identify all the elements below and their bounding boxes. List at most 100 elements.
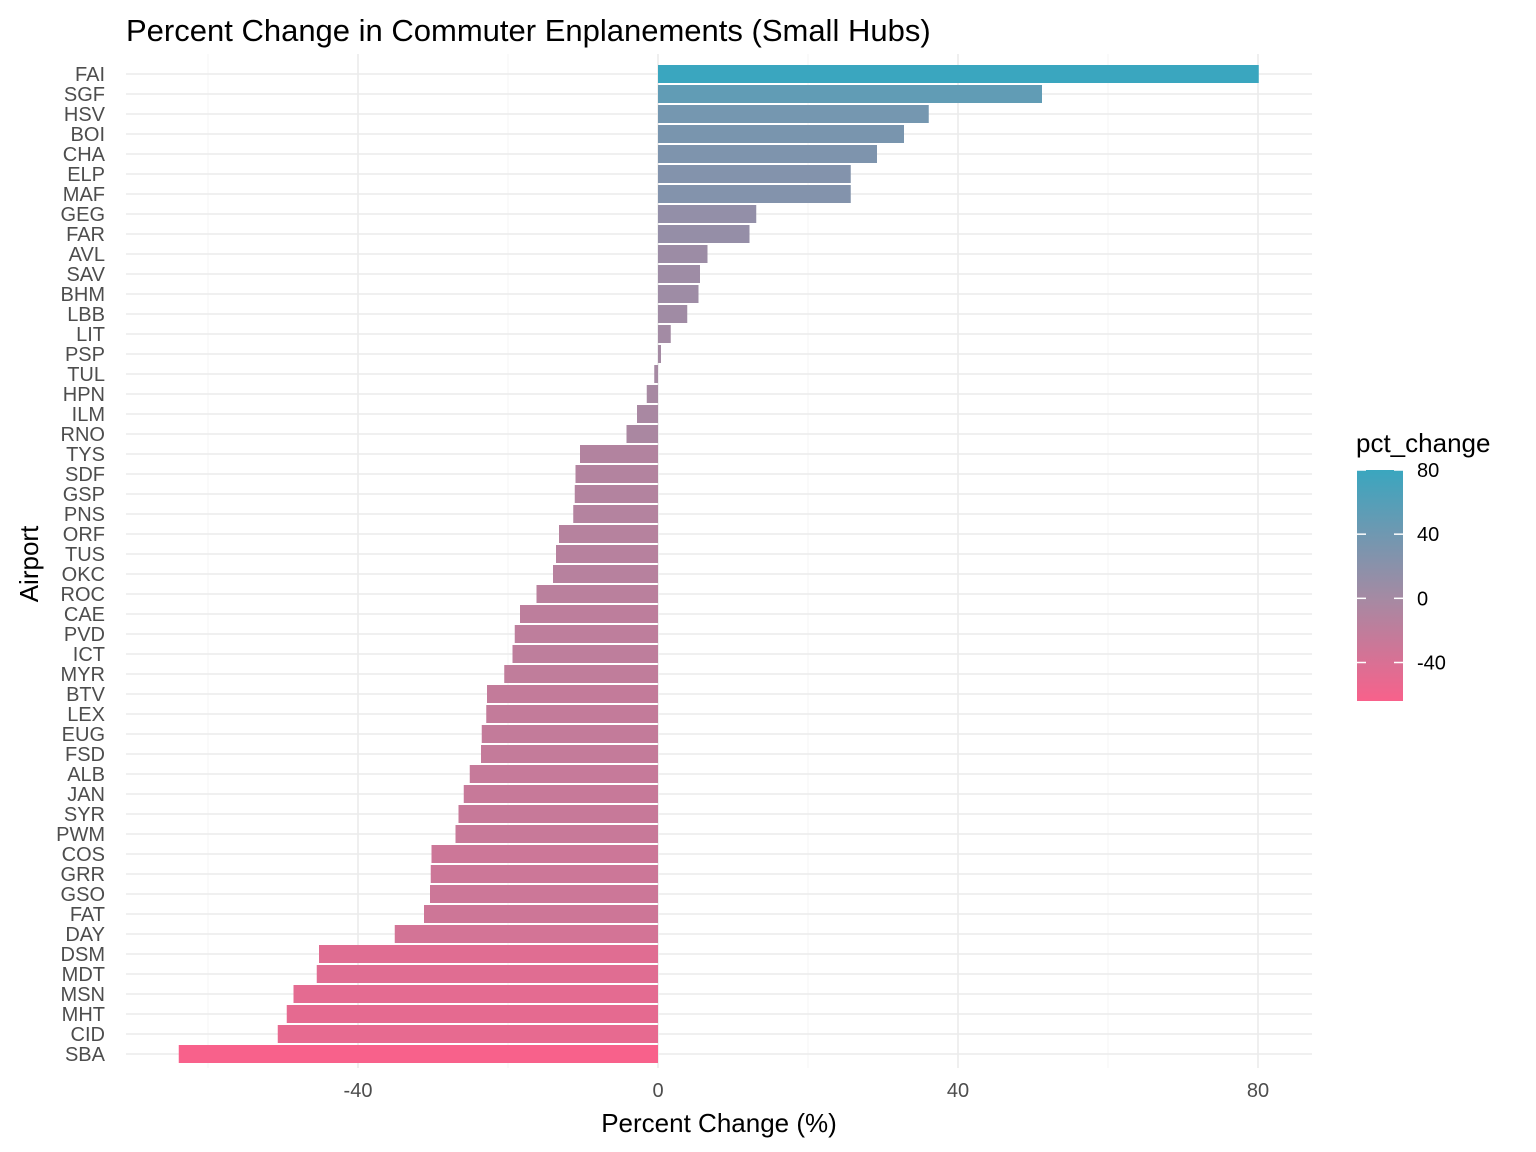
bar-cha bbox=[658, 145, 877, 163]
y-tick-label: HSV bbox=[64, 104, 106, 126]
bar-grr bbox=[430, 865, 658, 883]
y-tick-label: OKC bbox=[62, 564, 105, 586]
bar-mht bbox=[286, 1005, 658, 1023]
y-tick-label: EUG bbox=[62, 724, 105, 746]
bar-boi bbox=[658, 125, 904, 143]
y-tick-label: ALB bbox=[67, 764, 105, 786]
bar-ict bbox=[512, 645, 658, 663]
y-tick-label: FAT bbox=[70, 904, 105, 926]
y-tick-label: BTV bbox=[66, 684, 106, 706]
bar-msn bbox=[293, 985, 658, 1003]
bar-myr bbox=[504, 665, 658, 683]
y-tick-label: HPN bbox=[63, 384, 105, 406]
y-tick-label: TYS bbox=[66, 444, 105, 466]
bars bbox=[178, 65, 1259, 1063]
y-tick-label: GEG bbox=[61, 204, 105, 226]
bar-lit bbox=[658, 325, 671, 343]
y-tick-label: DAY bbox=[65, 924, 105, 946]
bar-gso bbox=[430, 885, 658, 903]
bar-okc bbox=[553, 565, 658, 583]
bar-tys bbox=[580, 445, 658, 463]
bar-cos bbox=[431, 845, 658, 863]
y-tick-label: GSO bbox=[61, 884, 105, 906]
x-tick-label: 80 bbox=[1247, 1080, 1269, 1102]
bar-tul bbox=[654, 365, 658, 383]
y-tick-label: AVL bbox=[69, 244, 105, 266]
bar-fsd bbox=[481, 745, 658, 763]
y-tick-label: CHA bbox=[63, 144, 106, 166]
bar-jan bbox=[463, 785, 658, 803]
chart-title: Percent Change in Commuter Enplanements … bbox=[126, 13, 931, 48]
bar-rno bbox=[626, 425, 658, 443]
y-tick-label: ELP bbox=[67, 164, 105, 186]
y-tick-label: SBA bbox=[65, 1044, 106, 1066]
legend-tick-label: -40 bbox=[1417, 653, 1446, 675]
y-tick-label: ICT bbox=[73, 644, 105, 666]
bar-gsp bbox=[574, 485, 658, 503]
bar-fai bbox=[658, 65, 1259, 83]
bar-day bbox=[394, 925, 658, 943]
bar-ilm bbox=[637, 405, 658, 423]
y-tick-label: MYR bbox=[61, 664, 105, 686]
y-tick-label: SGF bbox=[64, 84, 105, 106]
y-tick-label: MDT bbox=[62, 964, 105, 986]
y-tick-label: SDF bbox=[65, 464, 105, 486]
y-tick-label: PNS bbox=[64, 504, 105, 526]
bar-sav bbox=[658, 265, 700, 283]
y-tick-label: FAI bbox=[75, 64, 105, 86]
bar-lex bbox=[486, 705, 658, 723]
y-tick-label: MAF bbox=[63, 184, 105, 206]
bar-hpn bbox=[646, 385, 658, 403]
y-tick-label: LBB bbox=[67, 304, 105, 326]
bar-sdf bbox=[575, 465, 658, 483]
x-axis-tick-labels: -40 0 40 80 bbox=[344, 1080, 1270, 1102]
y-tick-label: SAV bbox=[66, 264, 105, 286]
x-axis-title: Percent Change (%) bbox=[601, 1108, 837, 1138]
y-tick-label: TUS bbox=[65, 544, 105, 566]
bar-avl bbox=[658, 245, 708, 263]
bar-cid bbox=[277, 1025, 658, 1043]
bar-sba bbox=[178, 1045, 658, 1063]
y-axis-title: Airport bbox=[14, 525, 44, 602]
legend-ticks: 80 40 0 -40 bbox=[1357, 460, 1446, 675]
bar-orf bbox=[559, 525, 658, 543]
bar-syr bbox=[458, 805, 658, 823]
bar-pwm bbox=[455, 825, 658, 843]
legend-tick-label: 80 bbox=[1417, 460, 1439, 482]
bar-bhm bbox=[658, 285, 699, 303]
bar-pns bbox=[573, 505, 658, 523]
legend-colorbar bbox=[1357, 470, 1403, 701]
y-tick-label: CAE bbox=[64, 604, 105, 626]
y-tick-label: PVD bbox=[64, 624, 105, 646]
bar-dsm bbox=[319, 945, 658, 963]
bar-tus bbox=[556, 545, 658, 563]
bar-btv bbox=[487, 685, 658, 703]
x-tick-label: 40 bbox=[947, 1080, 969, 1102]
bar-fat bbox=[424, 905, 658, 923]
bar-mdt bbox=[316, 965, 658, 983]
x-tick-label: -40 bbox=[344, 1080, 373, 1102]
bar-pvd bbox=[514, 625, 658, 643]
legend-tick-label: 40 bbox=[1417, 524, 1439, 546]
y-tick-label: ROC bbox=[61, 584, 105, 606]
y-tick-label: PSP bbox=[65, 344, 105, 366]
bar-lbb bbox=[658, 305, 688, 323]
x-tick-label: 0 bbox=[652, 1080, 663, 1102]
bar-elp bbox=[658, 165, 851, 183]
y-tick-label: FSD bbox=[65, 744, 105, 766]
y-tick-label: BHM bbox=[61, 284, 105, 306]
y-tick-label: BOI bbox=[71, 124, 105, 146]
bar-maf bbox=[658, 185, 851, 203]
y-tick-label: LEX bbox=[67, 704, 105, 726]
y-tick-label: SYR bbox=[64, 804, 105, 826]
bar-alb bbox=[469, 765, 658, 783]
y-tick-label: RNO bbox=[61, 424, 105, 446]
bar-roc bbox=[536, 585, 658, 603]
bar-eug bbox=[481, 725, 658, 743]
y-tick-label: TUL bbox=[67, 364, 105, 386]
y-tick-label: LIT bbox=[76, 324, 105, 346]
y-tick-label: MHT bbox=[62, 1004, 105, 1026]
legend-title: pct_change bbox=[1356, 428, 1490, 458]
